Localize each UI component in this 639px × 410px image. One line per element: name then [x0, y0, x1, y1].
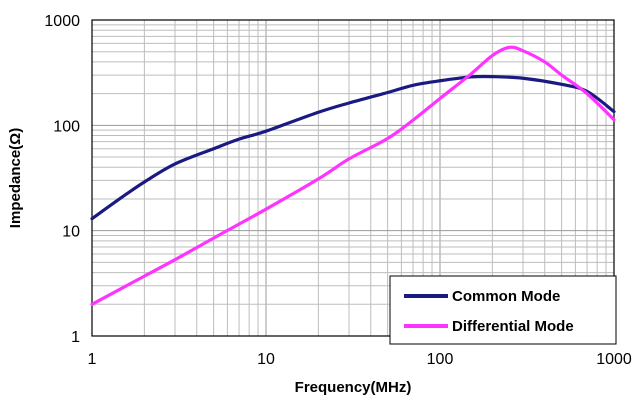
y-tick-label: 1 [71, 329, 80, 346]
legend: Common Mode Differential Mode [389, 275, 617, 345]
tick-labels: 1 10 100 1000 1 10 100 1000 [44, 13, 631, 368]
legend-label-common-mode: Common Mode [452, 288, 560, 305]
y-tick-label: 10 [62, 224, 80, 241]
legend-label-differential-mode: Differential Mode [452, 318, 574, 335]
y-axis-title: Impedance(Ω) [7, 128, 24, 228]
x-tick-label: 10 [257, 351, 275, 368]
series-line-differential-mode [90, 45, 616, 306]
series-lines [90, 45, 616, 306]
plot-frame [91, 19, 615, 337]
x-tick-label: 1000 [596, 351, 632, 368]
y-tick-label: 1000 [44, 13, 80, 30]
y-tick-label: 100 [53, 118, 80, 135]
x-tick-label: 100 [427, 351, 454, 368]
x-axis-title: Frequency(MHz) [295, 379, 412, 396]
x-tick-label: 1 [88, 351, 97, 368]
series-line-common-mode [90, 74, 616, 221]
legend-box [389, 275, 617, 345]
